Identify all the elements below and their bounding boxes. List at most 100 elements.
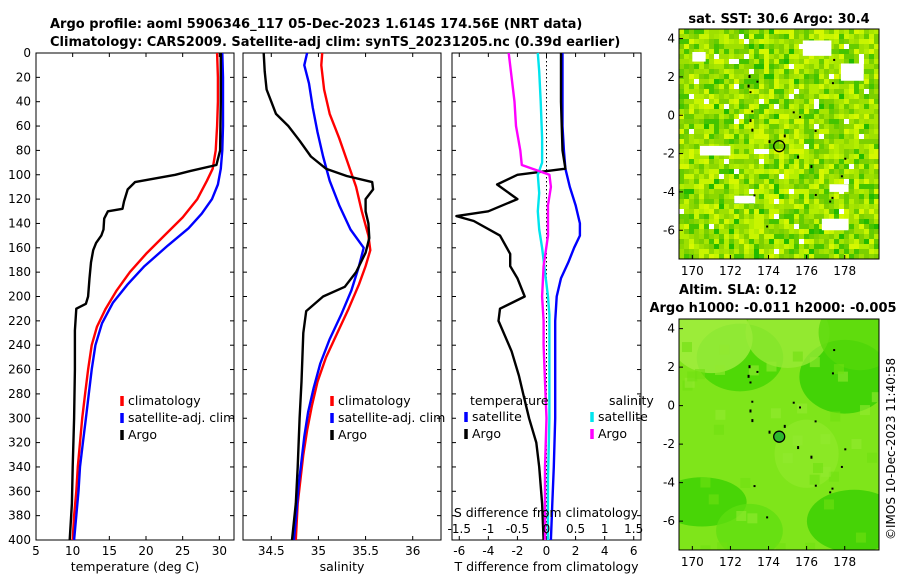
sst-cell (799, 194, 804, 199)
sst-cell (829, 249, 834, 254)
sst-cell (844, 49, 849, 54)
sst-cell (864, 124, 869, 129)
sst-cell (784, 139, 789, 144)
sst-cell (779, 234, 784, 239)
sst-cell (794, 149, 799, 154)
sst-cell (749, 254, 754, 259)
sst-cell (744, 214, 749, 219)
sst-cell (849, 214, 854, 219)
sst-cell (839, 94, 844, 99)
sst-cell (854, 104, 859, 109)
sst-cell (834, 179, 839, 184)
sst-cell (809, 124, 814, 129)
argo-position-marker (773, 140, 786, 153)
sst-cell (844, 89, 849, 94)
sst-cell (854, 129, 859, 134)
salinity-xtick-label: 35.5 (352, 544, 379, 558)
sst-cell (714, 79, 719, 84)
sst-cell (829, 179, 834, 184)
sst-cell (854, 224, 859, 229)
sst-cell (869, 94, 874, 99)
sst-cell (749, 69, 754, 74)
sst-cell (869, 199, 874, 204)
sst-cell (764, 94, 769, 99)
sst-cell (844, 94, 849, 99)
sst-cell (694, 39, 699, 44)
sst-cell (729, 44, 734, 49)
sst-cell (859, 44, 864, 49)
sst-cell (789, 29, 794, 34)
sst-cell (864, 199, 869, 204)
sst-cell (724, 94, 729, 99)
sst-cell (694, 169, 699, 174)
sst-cell (859, 39, 864, 44)
sst-cell (774, 129, 779, 134)
sla-cell (809, 357, 820, 368)
sst-cell (709, 209, 714, 214)
island-speck (766, 516, 769, 519)
sst-cell (754, 134, 759, 139)
sst-cell (789, 89, 794, 94)
sst-cell (694, 84, 699, 89)
sst-cell (824, 34, 829, 39)
island-speck (831, 372, 834, 375)
sst-cell (689, 89, 694, 94)
sst-cell (679, 169, 684, 174)
sst-cell (839, 194, 844, 199)
sst-cell (829, 214, 834, 219)
sst-cell (854, 239, 859, 244)
sst-cell (784, 84, 789, 89)
sst-cell (709, 79, 714, 84)
island-speck (748, 75, 751, 78)
sst-cell (824, 184, 829, 189)
sst-cell (754, 144, 759, 149)
sst-cell (704, 209, 709, 214)
sst-cell (764, 204, 769, 209)
sst-cell (689, 34, 694, 39)
sst-cell (729, 179, 734, 184)
sst-cell (684, 149, 689, 154)
sst-cell (684, 109, 689, 114)
sst-cell (804, 54, 809, 59)
sst-cell (809, 239, 814, 244)
sst-cell (849, 184, 854, 189)
sst-cell (764, 29, 769, 34)
sla-cell (805, 542, 816, 550)
sst-cell (829, 39, 834, 44)
sst-cell (814, 244, 819, 249)
sst-cell (699, 129, 704, 134)
sst-cell (854, 94, 859, 99)
sst-cell (799, 199, 804, 204)
sst-cell (754, 209, 759, 214)
sst-cell (834, 44, 839, 49)
sst-cell (869, 124, 874, 129)
sst-cell (714, 254, 719, 259)
sst-cell (804, 154, 809, 159)
sst-cell (799, 234, 804, 239)
sst-cell (684, 209, 689, 214)
sst-cell (769, 139, 774, 144)
sst-gap (692, 52, 706, 62)
sst-cell (784, 79, 789, 84)
sst-cell (814, 139, 819, 144)
depth-tick-label: 40 (16, 95, 31, 109)
sst-cell (839, 169, 844, 174)
sst-cell (824, 124, 829, 129)
sst-cell (874, 189, 879, 194)
sst-cell (864, 149, 869, 154)
sst-cell (704, 124, 709, 129)
sst-cell (689, 59, 694, 64)
sst-cell (864, 164, 869, 169)
sst-cell (769, 109, 774, 114)
sst-cell (854, 99, 859, 104)
sst-cell (814, 234, 819, 239)
sst-cell (724, 129, 729, 134)
sst-cell (814, 59, 819, 64)
depth-tick-label: 280 (8, 387, 31, 401)
sst-cell (819, 89, 824, 94)
island-speck (749, 91, 752, 94)
sst-cell (859, 239, 864, 244)
sst-cell (819, 244, 824, 249)
sst-cell (814, 124, 819, 129)
sst-cell (714, 34, 719, 39)
